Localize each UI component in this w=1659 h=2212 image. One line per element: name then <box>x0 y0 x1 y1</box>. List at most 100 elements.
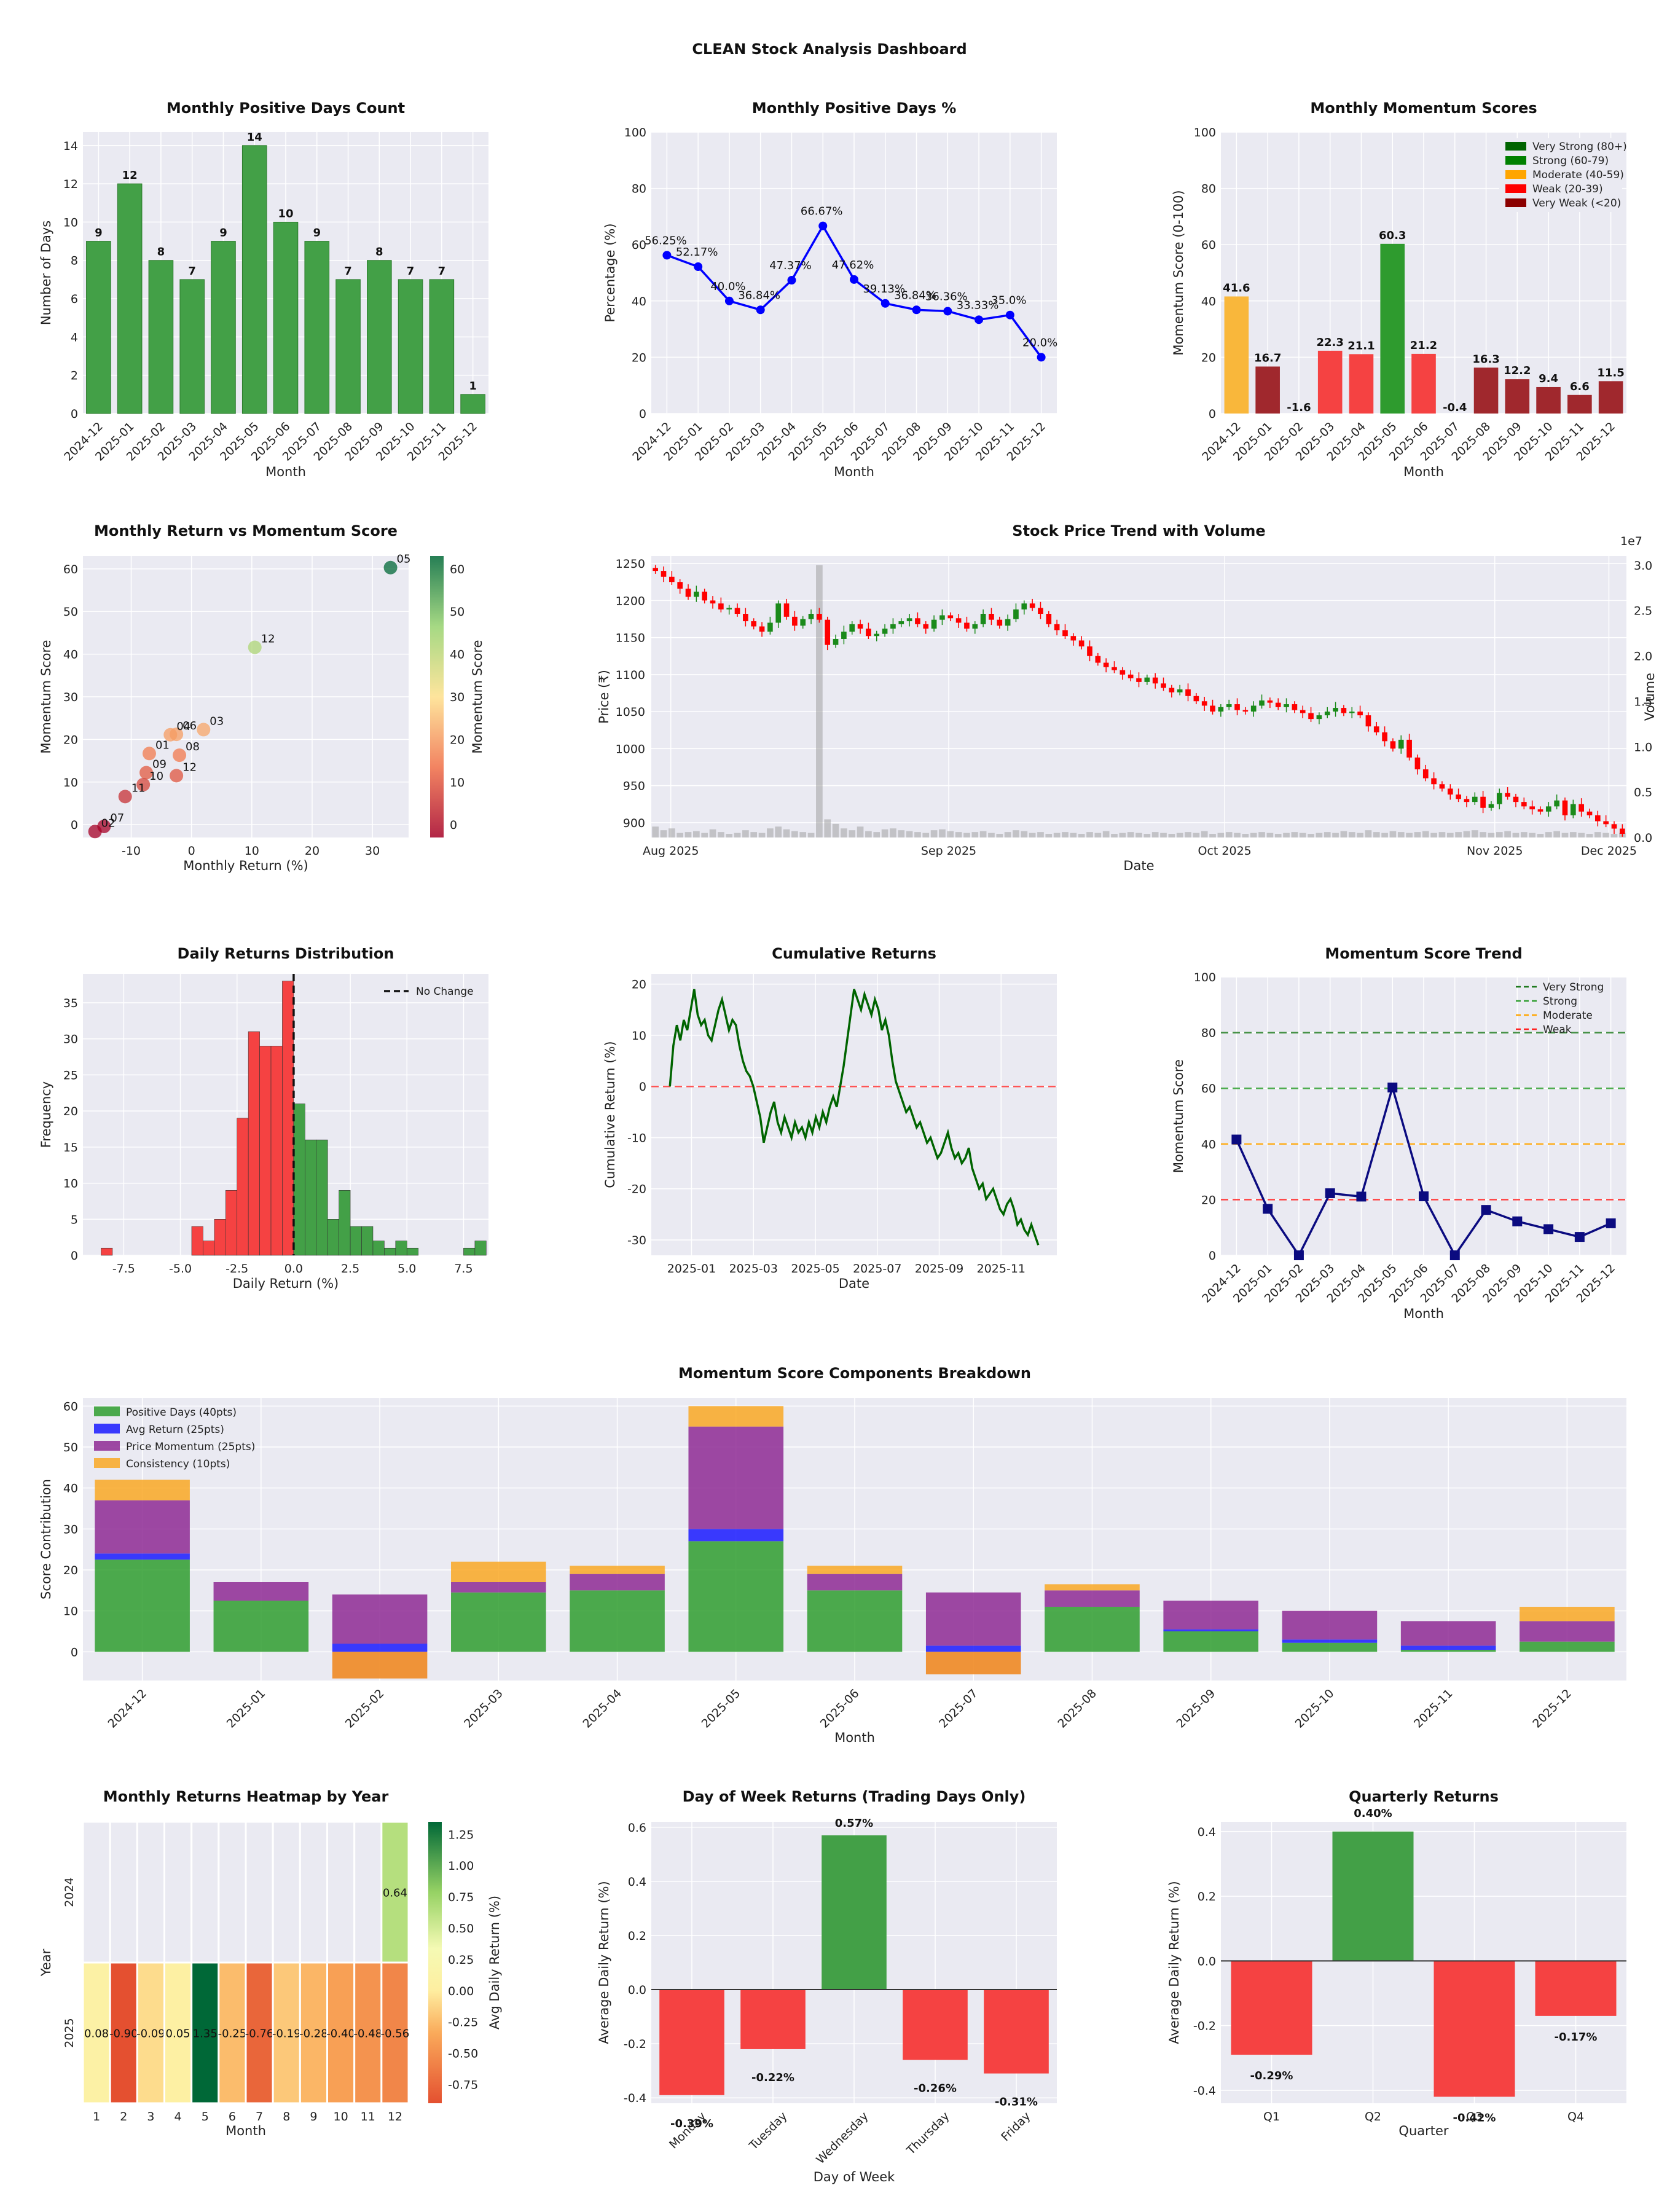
candle-body <box>1136 678 1142 682</box>
heatmap-cell <box>163 1961 193 2104</box>
x-axis-label: Date <box>839 1276 869 1291</box>
histogram-bar <box>248 1031 260 1256</box>
bar-data-label: 11.5 <box>1597 366 1624 379</box>
trend-marker <box>1293 1250 1304 1260</box>
scatter-point <box>88 825 102 839</box>
histogram-bar <box>259 1046 272 1256</box>
candle-body <box>1152 677 1158 684</box>
bar <box>460 394 485 414</box>
x-axis-label: Month <box>1403 465 1444 479</box>
scatter-point <box>173 748 187 763</box>
volume-bar <box>1062 832 1069 837</box>
legend-label: Very Strong <box>1543 981 1604 994</box>
y-tick-label: 2024 <box>63 1877 76 1907</box>
volume-bar <box>660 830 667 837</box>
volume-bar <box>824 819 831 837</box>
candle-body <box>1545 806 1551 812</box>
data-point <box>975 315 984 324</box>
y-axis-label: Momentum Score <box>39 640 53 753</box>
volume-bar <box>890 828 896 837</box>
trend-marker <box>1356 1191 1367 1202</box>
x-tick-label: 2025-08 <box>1055 1687 1099 1731</box>
heatmap-cell <box>272 1961 301 2104</box>
volume-bar <box>1234 833 1241 837</box>
legend-label: Consistency (10pts) <box>126 1458 230 1470</box>
volume-bar <box>906 831 913 837</box>
stack-segment <box>1400 1645 1496 1650</box>
bar <box>1255 366 1280 414</box>
histogram-bar <box>203 1241 215 1256</box>
candle-body <box>1398 739 1404 749</box>
negative-segment <box>925 1652 1021 1674</box>
volume-bar <box>1168 834 1175 837</box>
volume-bar <box>898 830 905 837</box>
heatmap-cell-label: -0.56 <box>381 2028 410 2041</box>
colorbar-tick-label: 0.75 <box>448 1891 474 1904</box>
legend-label: Avg Return (25pts) <box>126 1424 224 1436</box>
candle-body <box>1603 821 1609 825</box>
heatmap-cell-empty <box>109 1821 138 1964</box>
volume-bar <box>1488 833 1495 837</box>
volume-bar <box>1365 830 1372 837</box>
candle-body <box>841 631 847 639</box>
candle-body <box>1259 700 1265 706</box>
x-tick-label: 2.5 <box>341 1262 359 1276</box>
x-tick-label: 7.5 <box>454 1262 473 1276</box>
y-axis-label: Score Contribution <box>39 1479 53 1599</box>
y2-axis-label: Volume <box>1642 673 1657 721</box>
stack-segment <box>332 1594 428 1644</box>
x-tick-label: 2025-10 <box>1293 1687 1337 1731</box>
x-tick-label: 2025-01 <box>667 1262 716 1276</box>
bar <box>148 260 174 414</box>
bar-data-label: 7 <box>344 265 352 278</box>
y-tick-label: 20 <box>632 351 646 364</box>
y-tick-label: 8 <box>71 254 78 268</box>
x-tick-label: Monday <box>667 2109 709 2152</box>
candle-body <box>1472 796 1478 802</box>
volume-bar <box>652 826 659 837</box>
x-tick-label: 11 <box>361 2110 375 2124</box>
candle-body <box>1365 715 1371 727</box>
y-axis-label: Price (₹) <box>597 670 611 724</box>
candle-body <box>710 600 716 604</box>
legend-swatch <box>1505 142 1526 151</box>
scatter-point <box>142 747 156 761</box>
volume-bar <box>1316 833 1323 837</box>
colorbar-tick-label: 60 <box>450 563 465 576</box>
legend-swatch <box>94 1458 120 1468</box>
bar <box>984 1990 1049 2074</box>
heatmap-cell-label: 0.64 <box>383 1887 407 1900</box>
bar-data-label: 60.3 <box>1379 229 1406 242</box>
bar-data-label: -0.31% <box>995 2096 1038 2109</box>
x-tick-label: 2025-09 <box>915 1262 963 1276</box>
candle-body <box>808 614 814 619</box>
candle-body <box>694 591 699 597</box>
volume-bar <box>922 833 930 837</box>
bar <box>398 279 423 414</box>
legend-label: Very Weak (<20) <box>1532 197 1621 210</box>
candle-body <box>1594 815 1601 822</box>
y-tick-label: 20 <box>63 1105 78 1118</box>
x-axis-label: Month <box>1403 1306 1444 1321</box>
y2-tick-label: 0.5 <box>1634 786 1652 799</box>
volume-bar <box>841 828 847 837</box>
candle-body <box>759 626 765 632</box>
point-data-label: 40.0% <box>710 280 745 293</box>
candle-body <box>931 619 937 629</box>
histogram-bar <box>214 1218 226 1256</box>
bar-data-label: -0.42% <box>1453 2111 1496 2124</box>
y-tick-label: 40 <box>1201 1138 1216 1151</box>
stack-segment <box>1163 1631 1258 1652</box>
x-tick-label: Q3 <box>1466 2110 1483 2124</box>
x-axis-label: Month <box>834 465 874 479</box>
candle-body <box>1054 624 1060 630</box>
candle-body <box>783 603 790 617</box>
candle-body <box>1349 712 1355 713</box>
volume-bar <box>1340 831 1347 837</box>
stack-segment <box>1163 1629 1258 1631</box>
candle-body <box>1234 704 1240 710</box>
point-label: 10 <box>149 770 163 783</box>
candle-body <box>1013 609 1019 619</box>
x-axis-label: Monthly Return (%) <box>183 858 308 873</box>
